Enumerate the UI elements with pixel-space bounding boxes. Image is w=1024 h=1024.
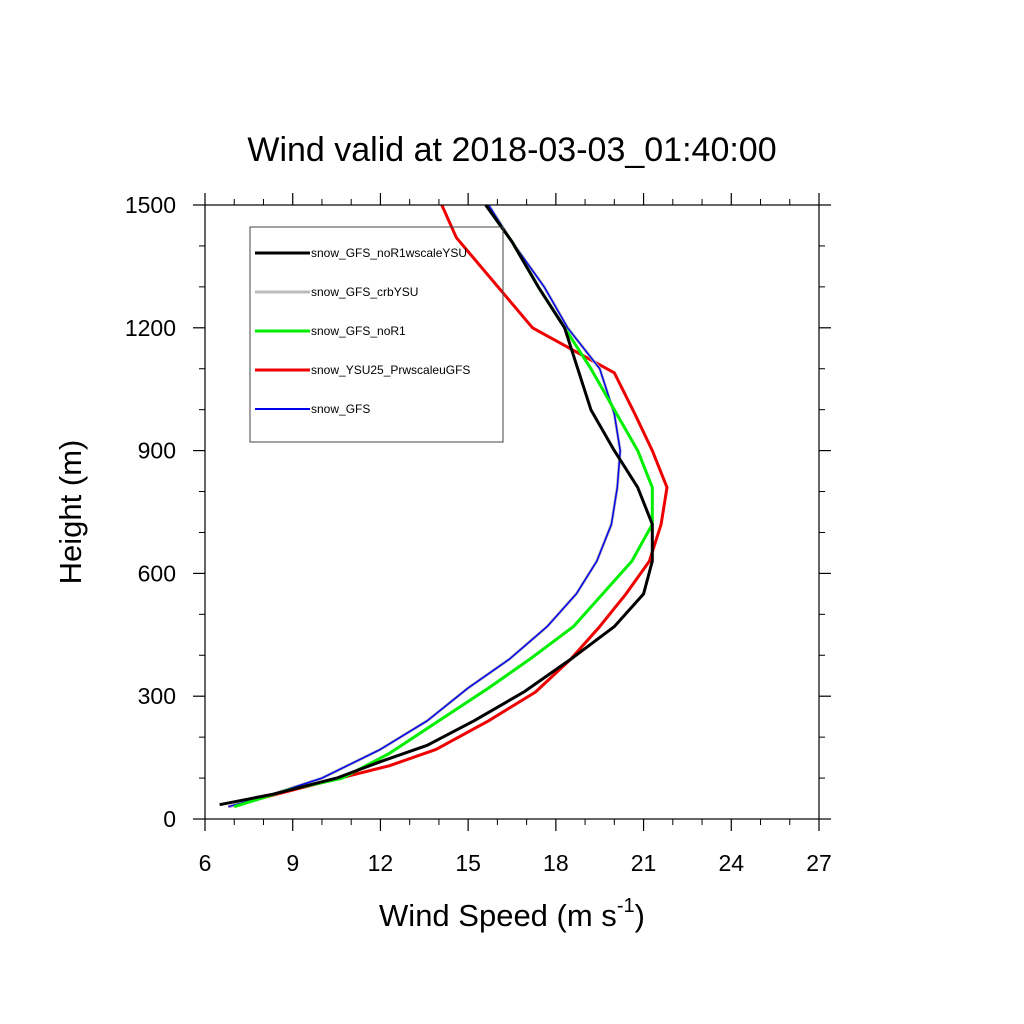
y-tick-label: 600 xyxy=(138,560,176,586)
series-line-1 xyxy=(219,204,654,807)
legend-label-4: snow_YSU25_PrwscaleuGFS xyxy=(311,363,470,377)
x-tick-label: 6 xyxy=(199,850,212,876)
legend: snow_GFS_noR1wscaleYSU snow_GFS_crbYSUsno… xyxy=(249,226,504,443)
x-tick-label: 15 xyxy=(455,850,481,876)
x-axis-label: Wind Speed (m s-1) xyxy=(379,895,645,933)
x-tick-label: 27 xyxy=(806,850,832,876)
series-line-3 xyxy=(233,204,654,809)
series-line-4 xyxy=(228,204,669,809)
x-tick-label: 21 xyxy=(631,850,657,876)
legend-box xyxy=(249,226,504,443)
x-axis-label-main: Wind Speed (m s xyxy=(379,898,617,933)
x-axis-label-suffix: ) xyxy=(635,898,645,933)
y-tick-label: 900 xyxy=(138,438,176,464)
legend-label-5: snow_GFS xyxy=(311,402,370,416)
chart-title: Wind valid at 2018-03-03_01:40:00 xyxy=(247,131,776,169)
legend-label-3: snow_GFS_noR1 xyxy=(311,324,406,338)
y-tick-label: 0 xyxy=(163,806,176,832)
y-tick-label: 1200 xyxy=(125,315,176,341)
x-tick-label: 12 xyxy=(368,850,394,876)
series-line-2 xyxy=(227,204,622,809)
legend-label-1: snow_GFS_noR1wscaleYSU xyxy=(311,246,467,260)
y-axis-label: Height (m) xyxy=(53,440,88,585)
plot-frame xyxy=(204,204,820,820)
x-tick-label: 9 xyxy=(286,850,299,876)
axes: 6 9 12 15 18 21 24 27 0 300 600 900 1200 1500 xyxy=(125,192,832,876)
x-tick-label: 18 xyxy=(543,850,569,876)
x-axis-label-superscript: -1 xyxy=(617,895,635,917)
y-tick-label: 1500 xyxy=(125,192,176,218)
x-tick-label: 24 xyxy=(718,850,744,876)
series-line-5 xyxy=(228,204,621,808)
legend-label-2: snow_GFS_crbYSU xyxy=(311,285,418,299)
y-tick-label: 300 xyxy=(138,683,176,709)
series-layer xyxy=(219,204,669,809)
